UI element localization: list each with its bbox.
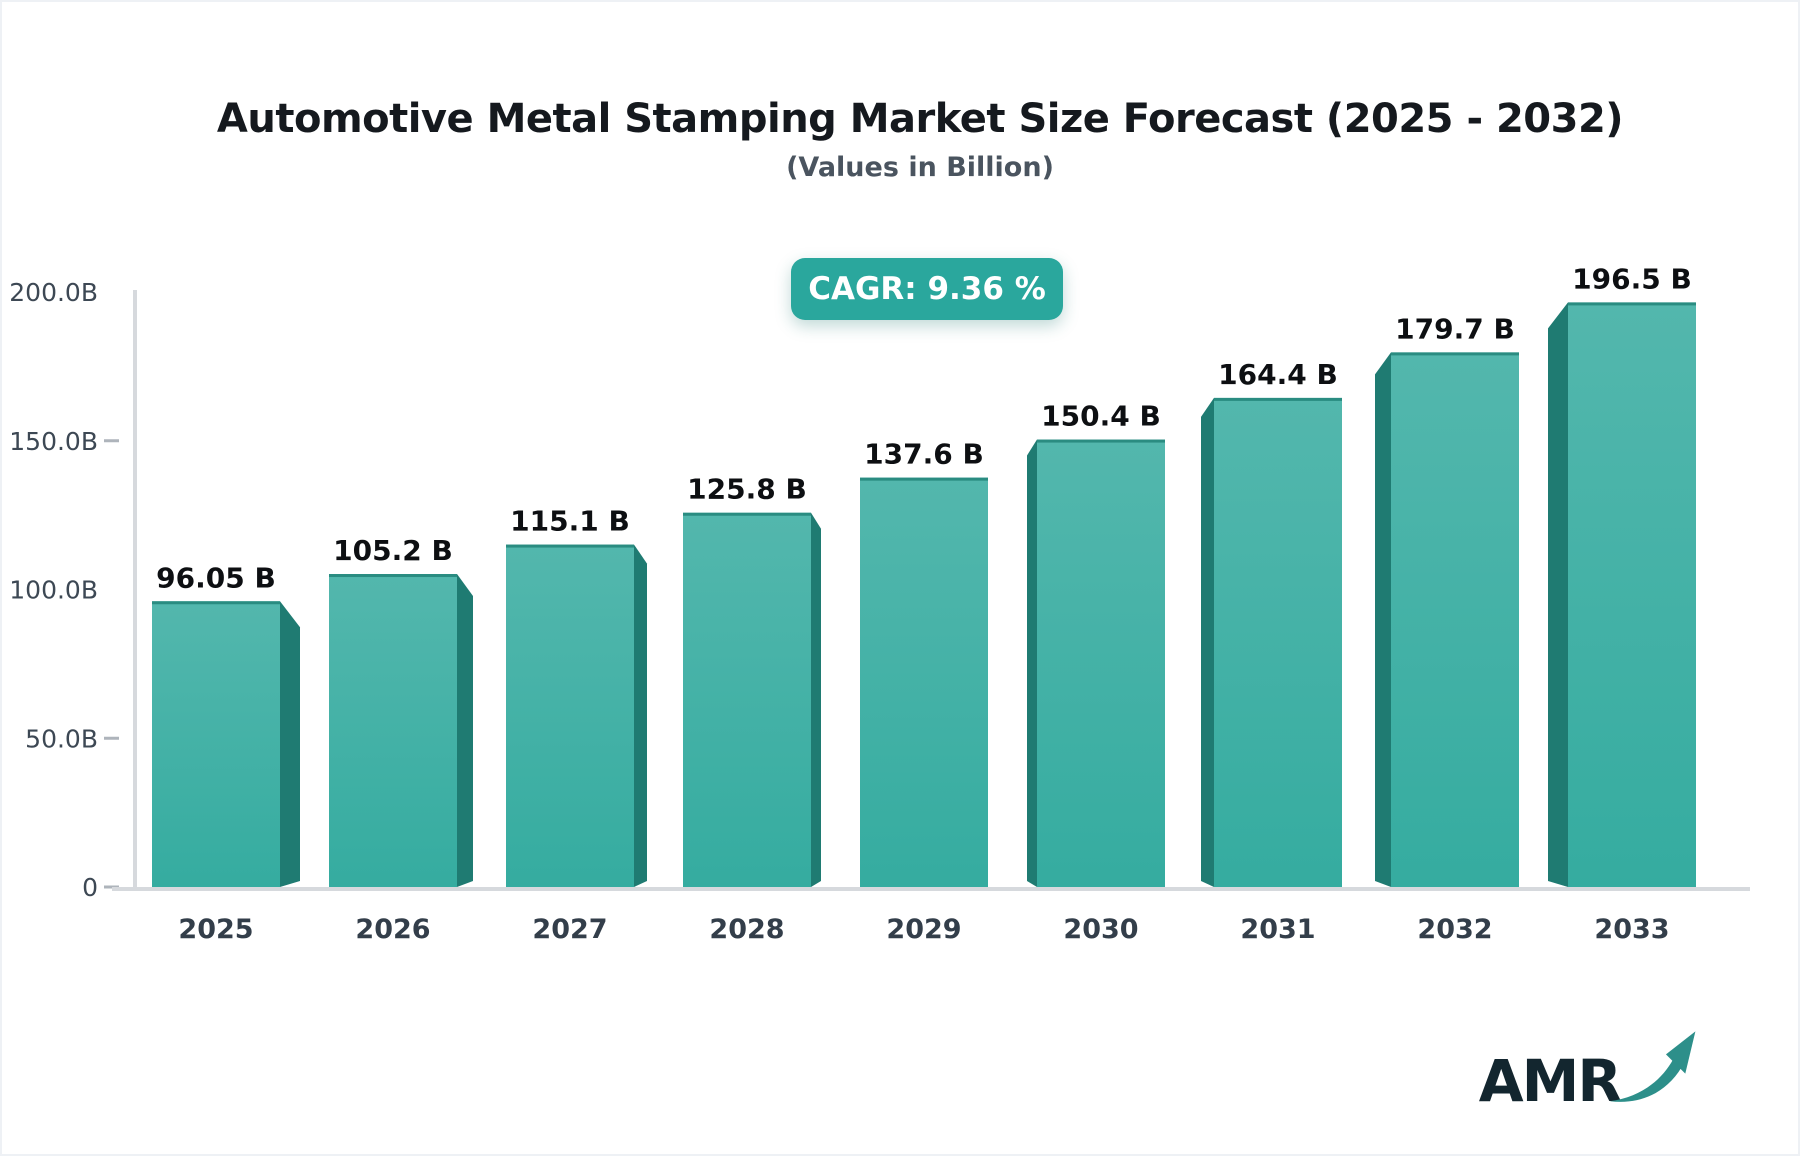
cagr-badge: CAGR: 9.36 % [791,258,1063,320]
cagr-badge-label: CAGR: 9.36 % [808,271,1046,307]
bar-top-edge-2027 [506,544,634,548]
y-axis-label-150.0B: 150.0B [9,427,98,456]
y-axis-tick-150.0B [104,439,119,443]
x-axis-label-2031: 2031 [1240,914,1315,945]
value-label-2027: 115.1 B [510,505,630,538]
bar-2031 [1214,397,1342,887]
chart-title: Automotive Metal Stamping Market Size Fo… [216,96,1624,142]
bar-top-edge-2030 [1037,439,1165,443]
y-axis-label-200.0B: 200.0B [9,278,98,307]
bar-side-2026 [457,574,473,887]
x-axis-line [112,887,1750,891]
x-axis-label-2029: 2029 [886,914,961,945]
bar-top-edge-2032 [1391,352,1519,356]
bar-2025 [152,601,280,887]
x-axis-label-2028: 2028 [709,914,784,945]
bar-side-2025 [280,601,300,887]
bar-top-edge-2028 [683,512,811,516]
bar-side-2030 [1027,439,1037,887]
bar-2033 [1568,302,1696,888]
y-axis-tick-50.0B [104,736,119,740]
value-label-2029: 137.6 B [864,438,984,471]
bar-side-2027 [634,544,647,887]
value-label-2033: 196.5 B [1572,262,1692,295]
bar-top-edge-2033 [1568,302,1696,306]
y-axis-tick-0 [104,885,119,889]
bar-side-2028 [811,512,821,887]
amr-logo-text: AMR [1478,1047,1622,1115]
y-axis-label-50.0B: 50.0B [25,724,98,753]
bar-2030 [1037,439,1165,887]
x-axis-label-2026: 2026 [355,914,430,945]
amr-logo-arrow-icon [1609,1031,1696,1102]
y-axis-label-100.0B: 100.0B [9,576,98,605]
bar-side-2033 [1548,302,1568,888]
bar-2027 [506,544,634,887]
value-label-2026: 105.2 B [333,534,453,567]
bar-top-edge-2029 [860,477,988,481]
y-axis-line [133,290,137,889]
amr-logo: AMR [1479,1020,1700,1110]
bar-2029 [860,477,988,887]
x-axis-label-2025: 2025 [178,914,253,945]
x-axis-label-2032: 2032 [1417,914,1492,945]
bar-side-2032 [1375,352,1391,888]
chart-subtitle: (Values in Billion) [786,152,1054,183]
bar-top-edge-2026 [329,574,457,578]
bar-top-edge-2031 [1214,397,1342,401]
bar-2028 [683,512,811,887]
bar-2032 [1391,352,1519,888]
value-label-2031: 164.4 B [1218,358,1338,391]
value-label-2030: 150.4 B [1041,400,1161,433]
bar-2026 [329,574,457,887]
value-label-2032: 179.7 B [1395,312,1515,345]
y-axis-label-0: 0 [82,873,98,902]
bar-top-edge-2025 [152,601,280,605]
x-axis-label-2030: 2030 [1063,914,1138,945]
x-axis-label-2033: 2033 [1594,914,1669,945]
x-axis-label-2027: 2027 [532,914,607,945]
value-label-2028: 125.8 B [687,473,807,506]
value-label-2025: 96.05 B [156,561,276,594]
bar-side-2031 [1201,397,1214,887]
